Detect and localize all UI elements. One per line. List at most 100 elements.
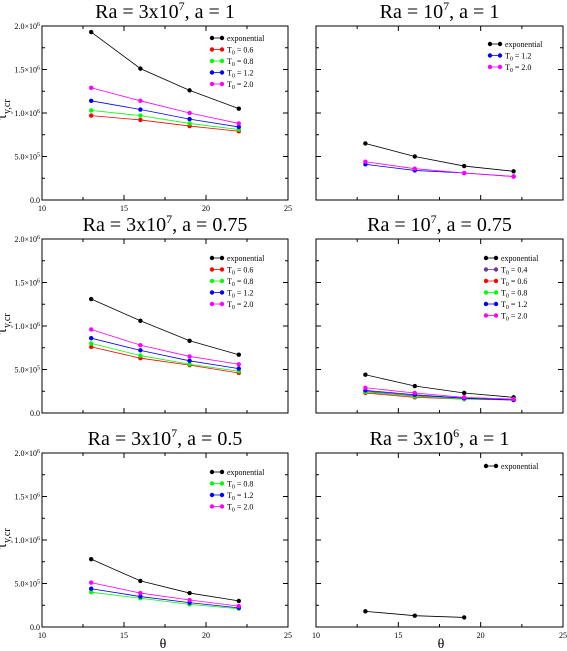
data-point bbox=[89, 341, 94, 346]
panel-1: Ra = 3x107, a = 1 0.0 5.0×105 1.0×106 1.5×10… bbox=[14, 0, 292, 213]
legend-marker bbox=[483, 301, 489, 307]
data-point bbox=[89, 113, 94, 118]
legend-marker bbox=[209, 481, 215, 486]
data-point bbox=[89, 108, 94, 113]
y-tick-label: 2.0×106 bbox=[14, 22, 40, 31]
series-line bbox=[91, 87, 239, 124]
legend-marker bbox=[219, 469, 225, 475]
x-tick-label: 10 bbox=[38, 631, 46, 640]
series-line bbox=[365, 374, 514, 398]
legend-label: T0 = 0.6 bbox=[227, 46, 253, 57]
y-tick-label: 1.0×106 bbox=[14, 322, 40, 331]
legend-label: T0 = 0.4 bbox=[501, 266, 527, 277]
legend-marker bbox=[497, 64, 503, 70]
series-line bbox=[91, 346, 239, 374]
data-point bbox=[412, 390, 417, 396]
series-line bbox=[91, 115, 239, 132]
legend-label: exponential bbox=[227, 254, 265, 263]
legend-label: T0 = 2.0 bbox=[227, 503, 253, 514]
y-axis-label: τy,cr τy,cr τy,cr bbox=[0, 99, 13, 549]
y-tick-label: 1.5×106 bbox=[14, 493, 40, 502]
series-exponential bbox=[89, 556, 241, 604]
plot-frame bbox=[315, 452, 564, 628]
data-point bbox=[187, 121, 192, 126]
legend-marker bbox=[493, 255, 499, 261]
data-point bbox=[363, 141, 368, 146]
data-point bbox=[462, 395, 467, 400]
panel-title: Ra = 3x107, a = 0.75 bbox=[83, 212, 248, 236]
series-t0-2-0 bbox=[363, 159, 516, 179]
x-tick-label: 25 bbox=[284, 631, 292, 640]
data-point bbox=[511, 396, 516, 402]
x-axis-label-right: θ bbox=[438, 637, 445, 651]
legend-marker bbox=[483, 267, 489, 272]
panel-title: Ra = 3x106, a = 1 bbox=[370, 426, 510, 450]
data-point bbox=[89, 85, 94, 90]
data-point bbox=[236, 362, 241, 367]
legend-marker bbox=[497, 53, 503, 58]
legend-marker bbox=[493, 278, 499, 284]
data-point bbox=[138, 594, 143, 599]
legend-marker bbox=[219, 278, 225, 284]
legend-marker bbox=[219, 47, 225, 52]
y-tick-label: 2.0×106 bbox=[14, 449, 40, 458]
data-point bbox=[363, 609, 368, 614]
legend-marker bbox=[483, 278, 489, 284]
legend-label: exponential bbox=[227, 34, 265, 43]
data-point bbox=[236, 366, 241, 371]
legend-label: exponential bbox=[505, 40, 543, 49]
legend-marker bbox=[219, 58, 225, 64]
data-point bbox=[138, 342, 143, 348]
data-point bbox=[89, 344, 94, 350]
series-line bbox=[91, 558, 239, 602]
series-line bbox=[365, 389, 514, 401]
legend: exponential T0 = 1.2T0 = 2.0 bbox=[487, 40, 543, 74]
data-point bbox=[89, 327, 94, 332]
series-t0-0-8 bbox=[363, 389, 516, 403]
data-point bbox=[138, 66, 143, 71]
series-line bbox=[91, 582, 239, 607]
y-tick-label: 2.0×106 bbox=[14, 235, 40, 244]
legend-label: T0 = 1.2 bbox=[227, 289, 253, 300]
legend-marker bbox=[209, 267, 215, 272]
legend-label: T0 = 0.8 bbox=[501, 289, 527, 300]
panel-2: Ra = 107, a = 1 exponential T0 = 1.2T0 = 2… bbox=[315, 0, 564, 201]
legend-marker bbox=[209, 469, 215, 475]
x-axis-label-left: θ bbox=[160, 637, 167, 651]
legend-marker bbox=[209, 47, 215, 52]
legend-marker bbox=[483, 255, 489, 261]
x-tick-label: 20 bbox=[202, 631, 210, 640]
legend-marker bbox=[493, 313, 499, 318]
data-point bbox=[138, 318, 143, 323]
y-tick-label: 5.0×105 bbox=[14, 580, 40, 589]
legend-marker bbox=[209, 290, 215, 295]
legend-marker bbox=[219, 481, 225, 486]
data-point bbox=[187, 338, 192, 343]
x-tick-label: 15 bbox=[394, 631, 402, 640]
data-point bbox=[89, 590, 94, 595]
data-point bbox=[89, 586, 94, 591]
legend-marker bbox=[209, 35, 215, 41]
data-point bbox=[236, 598, 241, 604]
y-tick-label: 0.0 bbox=[30, 409, 40, 418]
legend-label: T0 = 1.2 bbox=[501, 300, 527, 311]
series-exponential bbox=[363, 609, 467, 620]
panel-6: Ra = 3x106, a = 1 10 15 20 25 exponential bbox=[312, 426, 567, 640]
data-point bbox=[187, 110, 192, 116]
series-t0-2-0 bbox=[89, 327, 241, 367]
legend-marker bbox=[219, 35, 225, 41]
legend-label: T0 = 1.2 bbox=[227, 69, 253, 80]
data-point bbox=[138, 348, 143, 353]
y-tick-label: 0.0 bbox=[30, 623, 40, 632]
series-exponential bbox=[89, 29, 241, 111]
data-point bbox=[187, 590, 192, 596]
series-t0-1-2 bbox=[89, 335, 241, 371]
legend-label: T0 = 0.8 bbox=[227, 277, 253, 288]
legend-marker bbox=[219, 301, 225, 307]
data-point bbox=[363, 385, 368, 390]
series-exponential bbox=[89, 296, 241, 357]
legend-marker bbox=[209, 70, 215, 75]
series-line bbox=[90, 31, 239, 110]
legend-marker bbox=[219, 255, 225, 261]
legend-marker bbox=[483, 313, 489, 318]
